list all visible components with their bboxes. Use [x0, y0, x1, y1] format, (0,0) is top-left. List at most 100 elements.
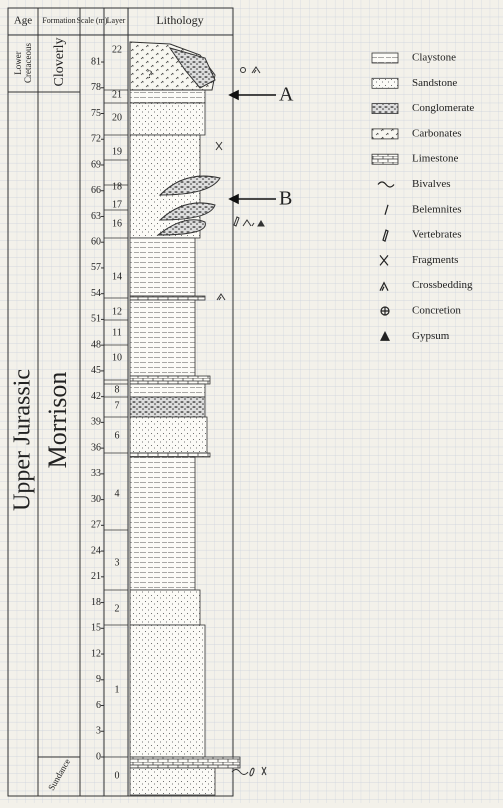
- layer-label: 2: [115, 603, 120, 614]
- scale-tick-label: 57: [91, 262, 101, 273]
- lithology-bed: [129, 589, 201, 626]
- header-layer: Layer: [107, 16, 126, 25]
- lithology-bed: [129, 456, 196, 591]
- age-lower: Lower: [13, 51, 23, 75]
- legend-item: Concretion: [380, 305, 461, 317]
- scale-tick-label: 3: [96, 726, 101, 737]
- scale-tick-label: 45: [91, 365, 101, 376]
- scale-tick-label: 30: [91, 494, 101, 505]
- header-formation: Formation: [42, 16, 75, 25]
- legend-item: Gypsum: [380, 330, 450, 342]
- legend-symbol: [384, 204, 389, 215]
- legend-label: Vertebrates: [412, 229, 461, 241]
- legend-symbol: [382, 229, 389, 242]
- legend-label: Bivalves: [412, 178, 451, 190]
- layer-label: 4: [115, 488, 120, 499]
- scale-tick-label: 75: [91, 108, 101, 119]
- age-cretaceous: Cretaceous: [23, 43, 33, 83]
- legend-item: Conglomerate: [371, 102, 474, 114]
- legend-symbol: [380, 330, 390, 341]
- legend-item: Carbonates: [371, 127, 461, 140]
- scale-tick-label: 9: [96, 674, 101, 685]
- scale-tick-label: 6: [96, 700, 101, 711]
- formation-cloverly: Cloverly: [52, 38, 67, 87]
- legend-item: Crossbedding: [379, 279, 473, 291]
- layer-label: 3: [115, 557, 120, 568]
- formation-morrison: Morrison: [43, 372, 72, 469]
- legend-symbol: [379, 255, 389, 266]
- scale-tick-label: 81: [91, 56, 101, 67]
- layer-label: 20: [112, 112, 122, 123]
- scale-tick-label: 66: [91, 185, 101, 196]
- legend-swatch: [371, 103, 399, 114]
- layer-label: 19: [112, 146, 122, 157]
- scale-tick-label: 12: [91, 648, 101, 659]
- legend-label: Claystone: [412, 52, 456, 64]
- scale-tick-label: 39: [91, 417, 101, 428]
- legend-label: Limestone: [412, 153, 459, 165]
- legend-label: Concretion: [412, 305, 461, 317]
- scale-tick-label: 78: [91, 82, 101, 93]
- legend-label: Gypsum: [412, 330, 450, 342]
- conglomerate-lens: [156, 219, 206, 236]
- header-lithology: Lithology: [156, 13, 203, 27]
- lithology-bed: [129, 452, 211, 458]
- layer-label: 17: [112, 199, 122, 210]
- lithology-column: [129, 41, 241, 796]
- annotation-b: B: [279, 188, 292, 210]
- annotation-a: A: [279, 84, 294, 106]
- layer-label: 16: [112, 218, 122, 229]
- lithology-bed: [129, 416, 208, 454]
- layer-label: 12: [112, 306, 122, 317]
- layer-label: 7: [115, 400, 120, 411]
- scale-tick-label: 36: [91, 442, 101, 453]
- legend-item: Fragments: [379, 254, 458, 266]
- legend-swatch: [371, 128, 399, 140]
- layer-label: 0: [115, 770, 120, 781]
- legend-swatch: [371, 77, 399, 89]
- legend-symbol: [379, 281, 389, 291]
- layer-label: 22: [112, 44, 122, 55]
- legend-item: Limestone: [371, 153, 459, 165]
- layer-label: 18: [112, 181, 122, 192]
- age-upper-jurassic: Upper Jurassic: [10, 369, 36, 511]
- lithology-bed: [168, 47, 216, 89]
- legend-swatch: [371, 52, 399, 64]
- lithology-bed: [129, 102, 206, 136]
- layer-label: 21: [112, 89, 122, 100]
- scale-tick-label: 42: [91, 391, 101, 402]
- legend-label: Sandstone: [412, 77, 457, 89]
- scale-tick-label: 33: [91, 468, 101, 479]
- fossil-symbols: [215, 66, 267, 777]
- legend-label: Fragments: [412, 254, 458, 266]
- lithology-bed: [129, 396, 206, 418]
- layer-label: 6: [115, 430, 120, 441]
- layer-label: 1: [115, 684, 120, 695]
- scale-tick-label: 69: [91, 159, 101, 170]
- layer-label: 11: [112, 327, 122, 338]
- lithology-bed: [129, 767, 216, 796]
- lithology-bed: [129, 295, 206, 301]
- scale-tick-label: 15: [91, 623, 101, 634]
- scale-tick-label: 63: [91, 211, 101, 222]
- lithology-bed: [129, 756, 241, 769]
- legend-item: Belemnites: [384, 203, 462, 215]
- lithology-bed: [129, 383, 206, 398]
- legend-swatch: [371, 153, 399, 165]
- legend-item: Sandstone: [371, 77, 457, 89]
- conglomerate-lens: [158, 175, 221, 196]
- lithology-bed: [129, 237, 196, 297]
- layer-label: 14: [112, 271, 122, 282]
- header-scale: Scale (m): [77, 16, 108, 25]
- scale-tick-label: 0: [96, 751, 101, 762]
- lithology-bed: [129, 624, 206, 758]
- legend-label: Conglomerate: [412, 102, 474, 114]
- legend-item: Vertebrates: [382, 229, 461, 242]
- scale-tick-label: 48: [91, 339, 101, 350]
- lithology-bed: [129, 375, 211, 385]
- layer-label: 10: [112, 352, 122, 363]
- scale-tick-label: 27: [91, 520, 101, 531]
- legend-item: Claystone: [371, 52, 456, 64]
